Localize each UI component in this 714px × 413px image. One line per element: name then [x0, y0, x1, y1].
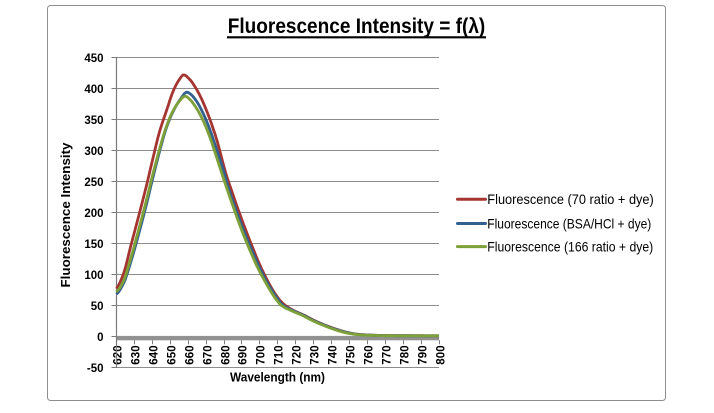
svg-text:760: 760 — [363, 345, 375, 365]
svg-text:Fluorescence Intensity: Fluorescence Intensity — [58, 142, 73, 288]
svg-text:730: 730 — [309, 345, 321, 365]
svg-text:400: 400 — [84, 84, 103, 96]
svg-text:670: 670 — [202, 345, 214, 365]
svg-text:790: 790 — [417, 345, 429, 365]
svg-text:100: 100 — [84, 270, 103, 282]
svg-text:750: 750 — [345, 345, 357, 365]
svg-text:680: 680 — [220, 345, 232, 365]
svg-text:710: 710 — [273, 345, 285, 365]
svg-text:770: 770 — [381, 345, 393, 365]
svg-text:200: 200 — [84, 208, 103, 220]
svg-text:150: 150 — [84, 239, 103, 251]
svg-text:0: 0 — [97, 332, 103, 344]
svg-text:Fluorescence Intensity = f(λ): Fluorescence Intensity = f(λ) — [228, 14, 486, 38]
svg-text:Fluorescence (BSA/HCl + dye): Fluorescence (BSA/HCl + dye) — [487, 215, 651, 231]
svg-text:50: 50 — [91, 301, 104, 313]
svg-text:740: 740 — [327, 345, 339, 365]
svg-text:660: 660 — [184, 345, 196, 365]
svg-text:650: 650 — [166, 345, 178, 365]
svg-text:350: 350 — [84, 115, 103, 127]
svg-text:Fluorescence (166 ratio + dye): Fluorescence (166 ratio + dye) — [487, 239, 653, 255]
svg-text:450: 450 — [84, 53, 103, 65]
svg-text:630: 630 — [130, 345, 142, 365]
svg-text:Wavelength (nm): Wavelength (nm) — [230, 370, 325, 385]
svg-text:780: 780 — [399, 345, 411, 365]
svg-text:Fluorescence (70 ratio + dye): Fluorescence (70 ratio + dye) — [487, 191, 654, 207]
svg-text:800: 800 — [435, 345, 447, 365]
svg-text:-50: -50 — [87, 363, 104, 375]
svg-text:720: 720 — [291, 345, 303, 365]
svg-text:690: 690 — [237, 345, 249, 365]
svg-text:640: 640 — [148, 345, 160, 365]
svg-text:300: 300 — [84, 146, 103, 158]
svg-text:620: 620 — [112, 345, 124, 365]
svg-text:250: 250 — [84, 177, 103, 189]
svg-text:700: 700 — [255, 345, 267, 365]
